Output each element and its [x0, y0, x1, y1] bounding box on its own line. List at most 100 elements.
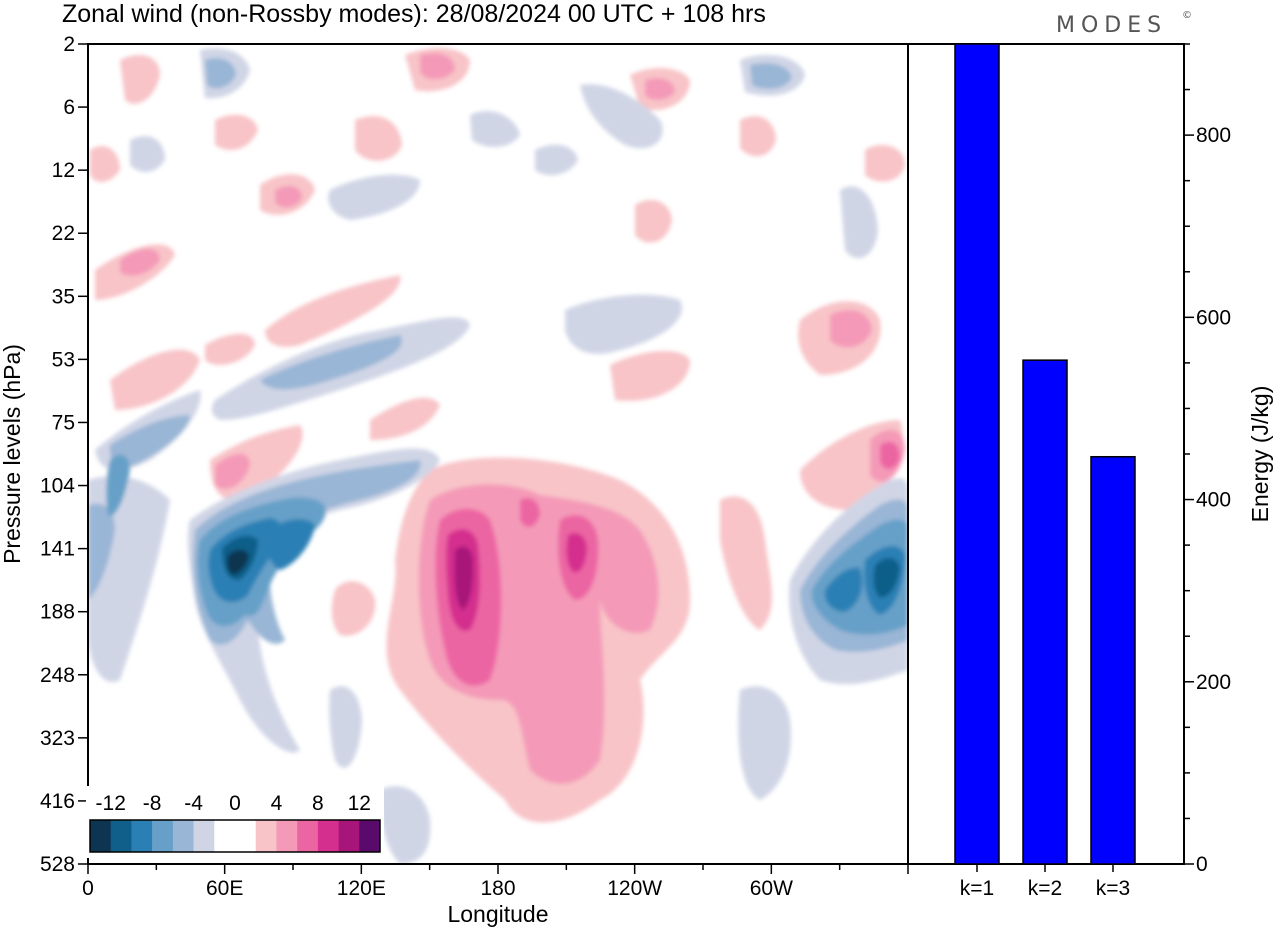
y-tick-label: 6 — [63, 96, 75, 119]
colorbar-swatch — [110, 820, 132, 852]
negative-blob-top-4 — [840, 186, 878, 259]
colorbar-label: -12 — [96, 792, 126, 815]
bar-series — [954, 43, 1136, 865]
colorbar-swatch — [276, 820, 298, 852]
negative-west-core — [106, 454, 130, 516]
negative-blob-top-3 — [580, 84, 663, 149]
energy-tick-label: 0 — [1196, 853, 1208, 876]
positive-blob-top-6 — [355, 116, 402, 161]
negative-deep-core-3 — [267, 518, 315, 570]
x-tick-label: 60W — [750, 877, 793, 900]
x-tick-label: 0 — [82, 877, 94, 900]
energy-axis-label: Energy (J/kg) — [1247, 386, 1273, 523]
energy-tick-label: 200 — [1196, 671, 1231, 694]
colorbar-swatch — [172, 820, 194, 852]
y-axis-ticks: 2 6 12 22 35 53 75 104 141 188 248 323 416 528 — [40, 33, 88, 876]
negative-east-core-4 — [873, 557, 900, 598]
x-tick-label: 120W — [607, 877, 662, 900]
colorbar-label: -8 — [143, 792, 162, 815]
negative-blob-top-7 — [130, 136, 165, 172]
colorbar-swatch — [255, 820, 277, 852]
colorbar-swatch — [152, 820, 174, 852]
positive-max-inner-2 — [566, 532, 587, 573]
y-tick-label: 53 — [52, 348, 75, 371]
heatmap-panel — [87, 43, 909, 865]
colorbar-swatch — [131, 820, 153, 852]
colorbar-swatch — [297, 820, 319, 852]
positive-blob-top-5 — [635, 200, 672, 243]
x-tick-label: 180 — [480, 877, 515, 900]
colorbar-label: 4 — [271, 792, 283, 815]
y-tick-label: 416 — [40, 790, 75, 813]
colorbar: -12 -8 -4 0 4 8 12 — [86, 786, 384, 858]
colorbar-swatch — [338, 820, 360, 852]
y-tick-label: 188 — [40, 601, 75, 624]
x-tick-label: 60E — [206, 877, 243, 900]
negative-deep-peak — [227, 549, 249, 575]
energy-tick-label: 400 — [1196, 489, 1231, 512]
y-tick-label: 141 — [40, 538, 75, 561]
negative-blob-top-core — [205, 58, 236, 89]
positive-band-upper-left — [110, 349, 200, 410]
negative-blob-top-core-2 — [750, 63, 792, 90]
positive-core-top-2 — [645, 78, 675, 100]
bar-category-label: k=1 — [960, 877, 994, 900]
negative-region-southwest — [329, 686, 362, 768]
energy-axis-ticks: 0 200 400 600 800 — [1184, 43, 1231, 876]
positive-band-strat-3 — [205, 333, 255, 365]
positive-peak — [454, 546, 474, 610]
positive-band-mid-east — [610, 350, 690, 401]
logo-mark: © — [1182, 10, 1192, 21]
positive-core-top — [420, 53, 455, 80]
y-tick-label: 248 — [40, 664, 75, 687]
positive-core-strat — [120, 248, 160, 276]
positive-blob-top-8 — [865, 145, 905, 182]
energy-tick-label: 800 — [1196, 124, 1231, 147]
positive-blob-left — [90, 146, 120, 182]
negative-band-strat — [328, 174, 420, 220]
energy-bar — [1022, 359, 1068, 865]
positive-max-east — [880, 441, 900, 470]
bar-category-label: k=3 — [1096, 877, 1130, 900]
y-tick-label: 323 — [40, 727, 75, 750]
negative-band-upper-mid — [109, 415, 190, 467]
bar-category-label: k=2 — [1028, 877, 1062, 900]
negative-blob-strat-2 — [565, 294, 682, 354]
colorbar-label: 8 — [312, 792, 324, 815]
y-axis-label: Pressure levels (hPa) — [0, 344, 25, 564]
negative-region-bottom — [379, 786, 431, 864]
positive-core-upper — [215, 453, 250, 489]
colorbar-label: 12 — [348, 792, 371, 815]
bar-panel: 0 200 400 600 800 k=1 k=2 k=3 — [907, 43, 1231, 900]
y-tick-label: 104 — [40, 475, 75, 498]
colorbar-swatch — [214, 820, 236, 852]
positive-blob-top-9 — [120, 55, 160, 104]
heatmap-field — [88, 48, 908, 864]
modes-logo: MODES — [1056, 13, 1167, 38]
colorbar-swatch — [90, 820, 112, 852]
negative-east-core-2 — [824, 567, 863, 612]
negative-band-mid-core — [260, 335, 402, 390]
positive-blob-top-3 — [215, 114, 258, 150]
positive-region-west — [331, 581, 376, 636]
x-tick-label: 120E — [337, 877, 386, 900]
positive-max-3 — [520, 498, 540, 527]
y-tick-label: 22 — [52, 222, 75, 245]
x-axis-label: Longitude — [447, 901, 548, 927]
positive-core-mid-east — [830, 310, 872, 348]
colorbar-swatch — [359, 820, 381, 852]
positive-region-east — [720, 496, 772, 630]
positive-band-mid — [370, 397, 440, 440]
energy-bar — [954, 43, 1000, 865]
positive-blob-top-7 — [740, 116, 776, 157]
colorbar-label: 0 — [229, 792, 241, 815]
energy-bar — [1090, 455, 1136, 865]
y-tick-label: 2 — [63, 33, 75, 56]
y-tick-label: 12 — [52, 159, 75, 182]
colorbar-swatch — [317, 820, 339, 852]
negative-west-mid — [88, 503, 115, 600]
y-tick-label: 75 — [52, 411, 75, 434]
x-axis-ticks: 0 60E 120E 180 120W 60W — [82, 864, 909, 900]
colorbar-frame — [89, 819, 381, 853]
